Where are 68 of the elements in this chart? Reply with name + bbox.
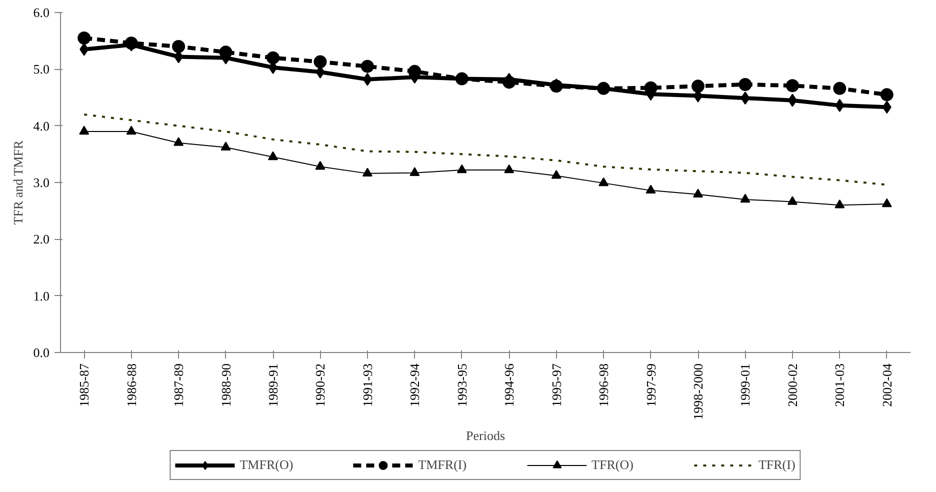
y-tick-label: 6.0 (33, 5, 50, 20)
point (786, 79, 799, 92)
x-tick-label: 1988-90 (218, 363, 234, 407)
x-tick-label: 1986-88 (124, 363, 139, 407)
y-axis-title: TFR and TMFR (10, 140, 26, 225)
point (692, 80, 704, 93)
x-tick-label: 1992-94 (407, 363, 422, 407)
point (456, 164, 467, 174)
x-tick-label: 2002-04 (879, 363, 894, 407)
x-tick-label: 1994-96 (502, 363, 517, 407)
point (835, 98, 844, 112)
x-tick-label: 1990-92 (312, 363, 328, 407)
point (360, 60, 374, 73)
point (362, 168, 372, 177)
point (504, 164, 514, 174)
point (551, 170, 562, 179)
x-tick-label: 1995-97 (548, 363, 564, 407)
point (740, 194, 750, 203)
x-tick-label: 1999-01 (738, 363, 753, 407)
y-tick-label: 2.0 (33, 232, 50, 247)
legend-label: TMFR(I) (418, 457, 467, 473)
point (362, 72, 372, 86)
x-tick-label: 1997-99 (643, 363, 658, 407)
point (78, 32, 91, 44)
y-tick-label: 3.0 (33, 175, 50, 190)
legend-label: TFR(I) (758, 457, 796, 473)
y-tick-label: 4.0 (33, 118, 50, 134)
point (644, 81, 658, 94)
point (882, 198, 892, 208)
point (788, 94, 797, 107)
legend-label: TMFR(O) (240, 457, 294, 473)
y-tick-label: 1.0 (33, 288, 50, 304)
point (268, 151, 278, 160)
point (740, 92, 750, 105)
y-tick-label: 5.0 (33, 62, 50, 77)
point (882, 100, 892, 114)
x-tick-label: 1985-87 (76, 363, 92, 407)
x-tick-label: 2001-03 (832, 363, 848, 407)
x-tick-label: 1989-91 (266, 363, 280, 407)
point (80, 42, 89, 56)
point (126, 126, 136, 135)
x-tick-label: 1987-89 (171, 363, 186, 407)
point (220, 142, 231, 150)
point (174, 137, 184, 146)
point (315, 160, 326, 170)
point (738, 78, 752, 91)
point (266, 51, 280, 64)
point (646, 184, 656, 194)
point (880, 88, 894, 102)
point (787, 196, 798, 205)
x-tick-label: 1991-93 (360, 363, 375, 407)
point (172, 40, 186, 53)
point (834, 199, 845, 208)
point (410, 167, 420, 176)
x-tick-label: 1993-95 (454, 363, 470, 407)
y-tick-label: 0.0 (33, 345, 50, 360)
point (598, 177, 609, 186)
point (693, 188, 703, 198)
point (314, 55, 327, 68)
x-tick-label: 2000-02 (784, 363, 800, 407)
point (79, 126, 90, 135)
x-tick-label: 1996-98 (596, 363, 612, 407)
x-tick-label: 1998-2000 (690, 363, 706, 420)
x-axis-title: Periods (466, 428, 505, 443)
point (219, 46, 232, 59)
point (833, 82, 846, 95)
point (502, 76, 516, 89)
legend-label: TFR(O) (592, 457, 634, 473)
